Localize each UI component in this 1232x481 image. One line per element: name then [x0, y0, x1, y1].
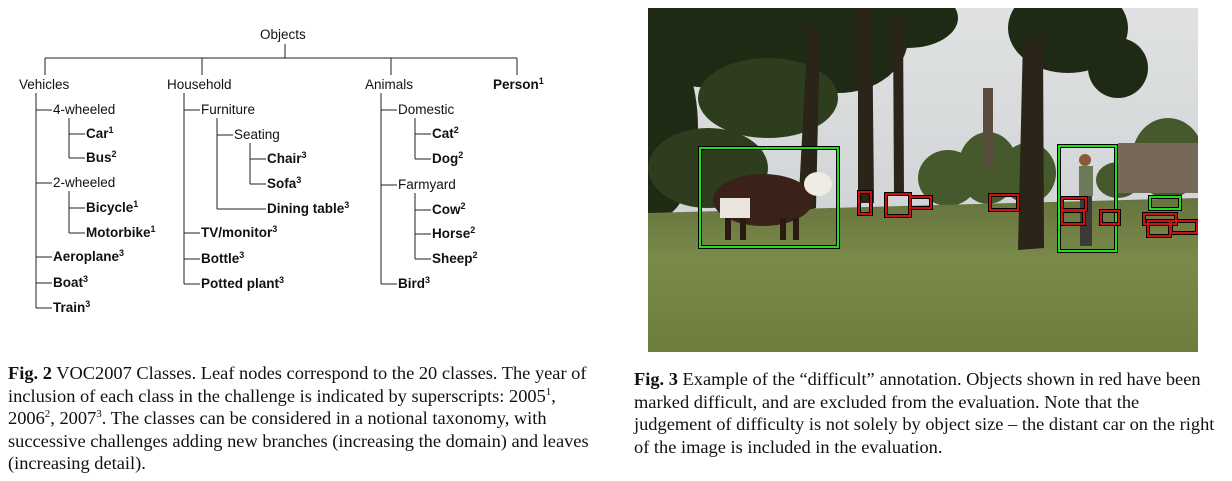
leaf-bird: Bird3 — [398, 276, 430, 292]
leaf-person-year: 1 — [538, 76, 544, 86]
leaf-car-name: Car — [86, 126, 109, 141]
leaf-bottle-name: Bottle — [201, 251, 240, 266]
leaf-motorbike: Motorbike1 — [86, 225, 156, 241]
leaf-person-name: Person — [493, 77, 539, 92]
leaf-train: Train3 — [53, 300, 90, 316]
leaf-dining-table-year: 3 — [344, 200, 350, 210]
node-vehicles: Vehicles — [19, 77, 70, 92]
leaf-horse-year: 2 — [470, 225, 476, 235]
leaf-bottle: Bottle3 — [201, 251, 244, 267]
fig3-text: Example of the “difficult” annotation. O… — [634, 369, 1215, 457]
fig3-label: Fig. 3 — [634, 369, 678, 389]
leaf-cat: Cat2 — [432, 126, 459, 142]
leaf-bicycle: Bicycle1 — [86, 200, 138, 216]
included-box-car — [1149, 196, 1181, 210]
leaf-tv-monitor-year: 3 — [272, 224, 278, 234]
fig2-label: Fig. 2 — [8, 363, 52, 383]
difficult-annotation-photo — [648, 8, 1198, 352]
leaf-person: Person1 — [493, 77, 544, 93]
difficult-box — [989, 194, 1019, 211]
difficult-box — [909, 196, 932, 209]
field-scene-image — [648, 8, 1198, 352]
node-4-wheeled: 4-wheeled — [53, 102, 116, 117]
leaf-sheep-year: 2 — [472, 250, 478, 260]
leaf-bus-year: 2 — [111, 149, 117, 159]
leaf-car-year: 1 — [108, 125, 114, 135]
node-furniture: Furniture — [201, 102, 256, 117]
leaf-boat: Boat3 — [53, 275, 88, 291]
leaf-bird-year: 3 — [425, 275, 431, 285]
difficult-box — [1143, 213, 1177, 225]
leaf-potted-plant: Potted plant3 — [201, 276, 284, 292]
leaf-train-name: Train — [53, 300, 86, 315]
leaf-cow-year: 2 — [460, 201, 466, 211]
leaf-bicycle-name: Bicycle — [86, 200, 134, 215]
fig2-sep1: , 2006 — [8, 385, 556, 429]
node-2-wheeled: 2-wheeled — [53, 175, 116, 190]
node-seating: Seating — [234, 127, 280, 142]
fig2-sup3: 3 — [96, 408, 102, 421]
leaf-boat-name: Boat — [53, 275, 83, 290]
fig3-caption: Fig. 3 Example of the “difficult” annota… — [634, 368, 1220, 458]
tree-connector-lines — [35, 44, 518, 309]
leaf-chair-year: 3 — [301, 150, 307, 160]
fig2-caption: Fig. 2 VOC2007 Classes. Leaf nodes corre… — [8, 362, 590, 475]
fig2-sup2: 2 — [44, 408, 51, 421]
leaf-train-year: 3 — [85, 299, 91, 309]
fig2-sep2: , 2007 — [50, 408, 97, 429]
leaf-bus: Bus2 — [86, 150, 117, 166]
leaf-dog-year: 2 — [458, 150, 464, 160]
leaf-dining-table-name: Dining table — [267, 201, 345, 216]
leaf-potted-plant-name: Potted plant — [201, 276, 279, 291]
leaf-bicycle-year: 1 — [133, 199, 139, 209]
node-household: Household — [167, 77, 232, 92]
leaf-car: Car1 — [86, 126, 114, 142]
difficult-box — [1100, 210, 1120, 225]
leaf-motorbike-name: Motorbike — [86, 225, 151, 240]
leaf-sofa-year: 3 — [296, 175, 302, 185]
leaf-aeroplane-year: 3 — [119, 248, 125, 258]
leaf-motorbike-year: 1 — [150, 224, 156, 234]
leaf-potted-plant-year: 3 — [279, 275, 285, 285]
leaf-sheep: Sheep2 — [432, 251, 478, 267]
included-box-cow — [699, 147, 839, 248]
leaf-dog-name: Dog — [432, 151, 459, 166]
node-animals: Animals — [365, 77, 414, 92]
difficult-box — [858, 191, 872, 215]
leaf-aeroplane: Aeroplane3 — [53, 249, 124, 265]
fig2-text-a: VOC2007 Classes. Leaf nodes correspond t… — [8, 363, 587, 406]
leaf-sofa: Sofa3 — [267, 176, 301, 192]
leaf-horse: Horse2 — [432, 226, 475, 242]
node-domestic: Domestic — [398, 102, 455, 117]
leaf-chair-name: Chair — [267, 151, 302, 166]
leaf-aeroplane-name: Aeroplane — [53, 249, 120, 264]
included-box-person — [1058, 145, 1117, 252]
leaf-tv-monitor-name: TV/monitor — [201, 225, 273, 240]
leaf-cat-year: 2 — [453, 125, 459, 135]
node-farmyard: Farmyard — [398, 177, 456, 192]
leaf-chair: Chair3 — [267, 151, 307, 167]
leaf-dog: Dog2 — [432, 151, 463, 167]
leaf-tv-monitor: TV/monitor3 — [201, 225, 277, 241]
leaf-cat-name: Cat — [432, 126, 454, 141]
leaf-sofa-name: Sofa — [267, 176, 297, 191]
leaf-bus-name: Bus — [86, 150, 112, 165]
leaf-bottle-year: 3 — [239, 250, 245, 260]
leaf-sheep-name: Sheep — [432, 251, 473, 266]
leaf-cow-name: Cow — [432, 202, 461, 217]
difficult-box — [1170, 220, 1198, 234]
leaf-dining-table: Dining table3 — [267, 201, 349, 217]
leaf-cow: Cow2 — [432, 202, 466, 218]
leaf-bird-name: Bird — [398, 276, 425, 291]
fig2-sup1: 1 — [545, 385, 552, 398]
node-objects: Objects — [260, 27, 306, 42]
leaf-horse-name: Horse — [432, 226, 471, 241]
fig2-text-b: . The classes can be considered in a not… — [8, 408, 589, 474]
difficult-box — [1061, 210, 1085, 225]
leaf-boat-year: 3 — [83, 274, 89, 284]
